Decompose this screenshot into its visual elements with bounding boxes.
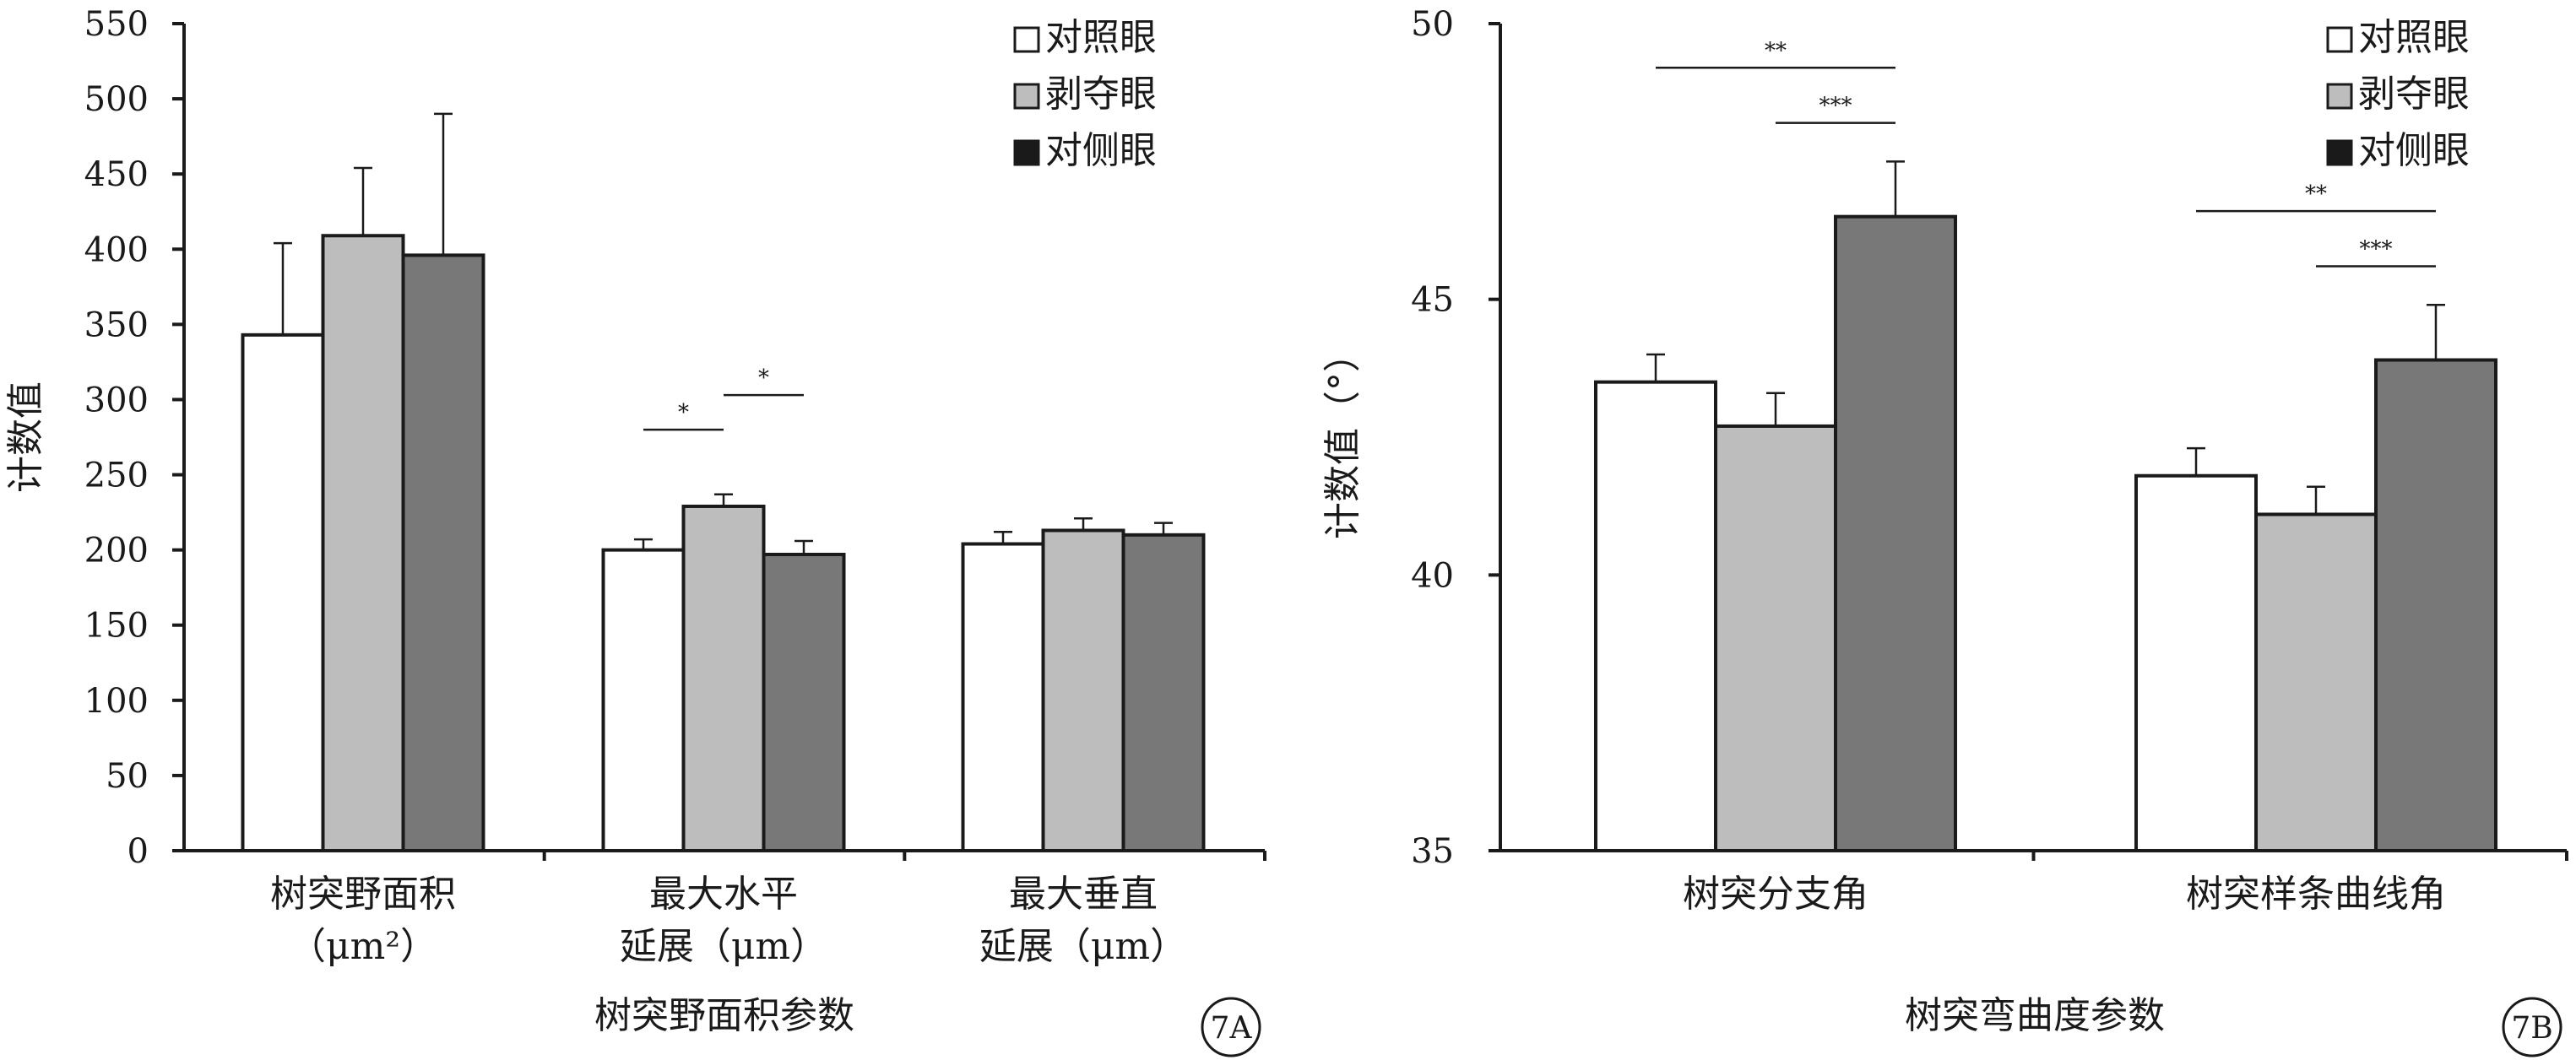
y-tick-label: 350 xyxy=(84,306,149,344)
y-tick-label: 45 xyxy=(1411,281,1454,320)
significance-label: *** xyxy=(2360,236,2393,262)
legend-label: 对侧眼 xyxy=(1045,129,1157,172)
category-label: 树突样条曲线角 xyxy=(2186,873,2446,916)
bar xyxy=(961,542,1045,852)
panel-label-circle xyxy=(1201,997,1261,1057)
significance-label: ** xyxy=(2305,181,2327,207)
bar xyxy=(601,548,686,852)
bar xyxy=(1121,533,1206,852)
y-tick-label: 50 xyxy=(1411,5,1454,44)
bar xyxy=(762,552,846,852)
x-axis-title: 树突弯曲度参数 xyxy=(1905,994,2165,1037)
legend-swatch xyxy=(1013,26,1040,53)
y-tick-label: 400 xyxy=(84,230,149,269)
category-label: 延展（μm） xyxy=(979,925,1187,968)
category-label: 最大水平 xyxy=(649,873,798,916)
legend-swatch xyxy=(1013,83,1040,110)
y-tick-label: 35 xyxy=(1411,832,1454,871)
bar xyxy=(2254,512,2378,852)
y-tick-label: 150 xyxy=(84,607,149,646)
y-axis-title: 计数值（°） xyxy=(1321,335,1364,539)
bar xyxy=(681,504,766,852)
legend-label: 剥夺眼 xyxy=(1045,73,1157,116)
legend-label: 对侧眼 xyxy=(2358,129,2470,172)
y-tick-label: 0 xyxy=(127,832,149,871)
category-label: （μm²） xyxy=(289,925,437,968)
bar xyxy=(1594,380,1717,852)
category-label: 最大垂直 xyxy=(1009,873,1158,916)
y-axis-title: 计数值 xyxy=(4,381,47,493)
y-tick-label: 200 xyxy=(84,532,149,571)
y-tick-label: 50 xyxy=(106,757,149,796)
bar xyxy=(2134,473,2258,852)
bar xyxy=(2374,358,2497,852)
legend-label: 对照眼 xyxy=(2358,16,2470,59)
bar xyxy=(1714,424,1837,852)
category-label: 延展（μm） xyxy=(620,925,827,968)
y-tick-label: 40 xyxy=(1411,556,1454,595)
bar xyxy=(1834,214,1957,852)
legend-swatch xyxy=(1013,139,1040,166)
panel-label: 7B xyxy=(2511,1011,2552,1046)
category-label: 树突野面积 xyxy=(270,873,456,916)
panel-label: 7A xyxy=(1211,1011,1253,1046)
significance-label: * xyxy=(758,365,769,391)
panel-label-circle xyxy=(2502,997,2562,1057)
significance-label: ** xyxy=(1765,38,1787,63)
y-tick-label: 300 xyxy=(84,381,149,419)
panel-7a-chart: 0 50 100 150 200 250 300 350 400 450 500 550 * * 树突野面积… xyxy=(4,5,1266,1057)
y-tick-label: 250 xyxy=(84,457,149,495)
bar xyxy=(401,253,485,852)
bar xyxy=(241,333,325,852)
significance-label: *** xyxy=(1819,94,1852,119)
significance-label: * xyxy=(678,400,689,425)
y-tick-label: 500 xyxy=(84,80,149,119)
x-axis-title: 树突野面积参数 xyxy=(594,994,854,1037)
bar xyxy=(321,234,405,852)
legend-swatch xyxy=(2326,26,2353,53)
legend-swatch xyxy=(2326,139,2353,166)
legend-label: 对照眼 xyxy=(1045,16,1157,59)
y-tick-label: 550 xyxy=(84,5,149,44)
y-tick-label: 450 xyxy=(84,155,149,194)
y-tick-label: 100 xyxy=(84,682,149,721)
legend-label: 剥夺眼 xyxy=(2358,73,2470,116)
bar xyxy=(1041,528,1125,852)
category-label: 树突分支角 xyxy=(1683,873,1868,916)
legend-swatch xyxy=(2326,83,2353,110)
